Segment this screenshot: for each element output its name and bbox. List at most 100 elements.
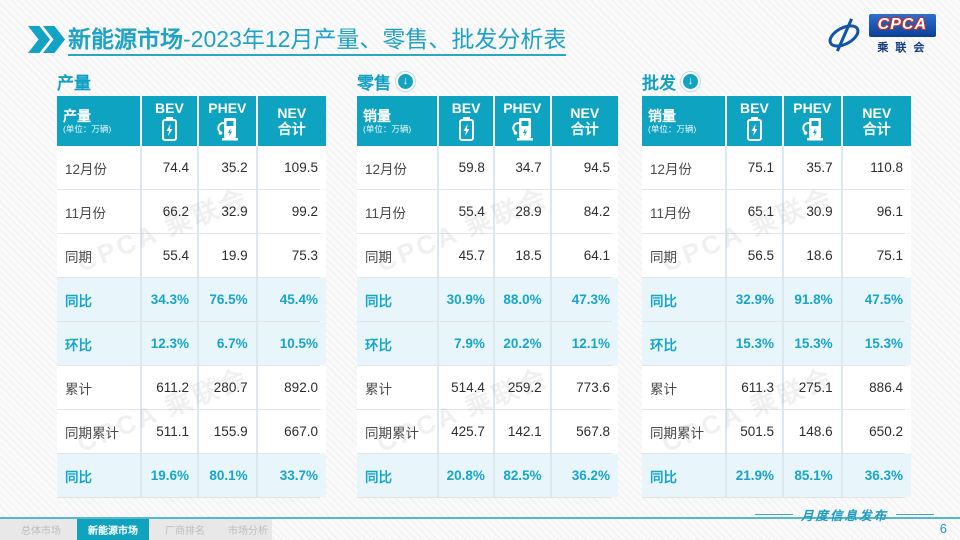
cell-value: 501.5 xyxy=(726,410,783,453)
phev-label: PHEV xyxy=(793,99,832,116)
table-row: 11月份 55.4 28.9 84.2 xyxy=(357,189,618,233)
cell-value: 15.3% xyxy=(726,322,783,365)
decorative-line xyxy=(754,514,793,515)
cpca-acronym: CPCA xyxy=(868,14,936,37)
table-row: 同期累计 501.5 148.6 650.2 xyxy=(642,409,911,453)
cell-value: 36.2% xyxy=(551,454,618,497)
table-row: 同比 20.8% 82.5% 36.2% xyxy=(357,453,618,497)
table-row: 同比 32.9% 91.8% 47.5% xyxy=(642,277,911,321)
cell-value: 892.0 xyxy=(257,366,326,409)
footer-tab-1[interactable]: 新能源市场 xyxy=(77,519,149,540)
cell-value: 611.3 xyxy=(726,366,783,409)
production-section-title: 产量 xyxy=(57,70,320,93)
chevron-right-icon xyxy=(43,26,65,53)
cell-value: 64.1 xyxy=(551,234,618,277)
corner-unit: (单位：万辆) xyxy=(648,123,697,134)
battery-icon xyxy=(746,116,762,141)
publish-label-row: 月度信息发布 xyxy=(754,505,934,524)
cell-value: 55.4 xyxy=(141,234,198,277)
phev-header-cell: PHEV xyxy=(784,96,841,146)
cell-value: 30.9 xyxy=(784,190,841,233)
row-label: 同期累计 xyxy=(357,410,438,453)
section-title-text: 产量 xyxy=(57,73,91,93)
cell-value: 21.9% xyxy=(726,454,783,497)
row-label: 同比 xyxy=(357,278,438,321)
nev-header-cell: NEV 合计 xyxy=(551,96,618,146)
retail-section-title: 零售 ↓ xyxy=(357,70,612,93)
table-row: 同比 19.6% 80.1% 33.7% xyxy=(57,453,326,497)
row-label: 同比 xyxy=(642,278,725,321)
table-row: 环比 12.3% 6.7% 10.5% xyxy=(57,321,326,365)
cell-value: 35.7 xyxy=(784,146,841,189)
cell-value: 425.7 xyxy=(439,410,493,453)
cell-value: 142.1 xyxy=(494,410,550,453)
row-label: 同比 xyxy=(357,454,438,497)
cell-value: 259.2 xyxy=(494,366,550,409)
row-label: 累计 xyxy=(57,366,140,409)
wholesale-table-section: 批发 ↓ 销量 (单位：万辆) BEV PHEV xyxy=(642,70,911,498)
cell-value: 514.4 xyxy=(439,366,493,409)
down-arrow-icon: ↓ xyxy=(396,71,415,91)
row-label: 11月份 xyxy=(357,190,438,233)
cell-value: 110.8 xyxy=(842,146,911,189)
table-row: 累计 611.3 275.1 886.4 xyxy=(642,365,911,409)
cell-value: 82.5% xyxy=(494,454,550,497)
cell-value: 12.3% xyxy=(141,322,198,365)
row-label: 累计 xyxy=(357,366,438,409)
cell-value: 773.6 xyxy=(551,366,618,409)
cell-value: 84.2 xyxy=(551,190,618,233)
cell-value: 6.7% xyxy=(199,322,256,365)
row-label: 12月份 xyxy=(57,146,140,189)
cell-value: 20.8% xyxy=(439,454,493,497)
table-header-row: 产量 (单位：万辆) BEV PHEV xyxy=(57,96,326,146)
table-row: 同比 21.9% 85.1% 36.3% xyxy=(642,453,911,497)
cell-value: 59.8 xyxy=(439,146,493,189)
table-row: 累计 611.2 280.7 892.0 xyxy=(57,365,326,409)
cell-value: 30.9% xyxy=(439,278,493,321)
cell-value: 65.1 xyxy=(726,190,783,233)
cell-value: 80.1% xyxy=(199,454,256,497)
nev-header-cell: NEV 合计 xyxy=(842,96,911,146)
row-label: 12月份 xyxy=(357,146,438,189)
row-label: 环比 xyxy=(642,322,725,365)
cell-value: 155.9 xyxy=(199,410,256,453)
double-chevron-icon xyxy=(28,26,65,53)
corner-header-cell: 产量 (单位：万辆) xyxy=(57,96,140,146)
cell-value: 12.1% xyxy=(551,322,618,365)
cell-value: 47.5% xyxy=(842,278,911,321)
cell-value: 10.5% xyxy=(257,322,326,365)
charging-station-icon xyxy=(802,117,824,140)
row-label: 同期 xyxy=(357,234,438,277)
cell-value: 75.3 xyxy=(257,234,326,277)
footer-tab-2[interactable]: 厂商排名 xyxy=(165,526,205,537)
cell-value: 88.0% xyxy=(494,278,550,321)
table-row: 12月份 74.4 35.2 109.5 xyxy=(57,146,326,189)
footer-tab-3[interactable]: 市场分析 xyxy=(228,526,268,537)
charging-station-icon xyxy=(512,117,534,140)
table-row: 11月份 66.2 32.9 99.2 xyxy=(57,189,326,233)
row-label: 同比 xyxy=(642,454,725,497)
cell-value: 28.9 xyxy=(494,190,550,233)
cell-value: 34.3% xyxy=(141,278,198,321)
cell-value: 20.2% xyxy=(494,322,550,365)
cpca-logo: CPCA 乘联会 xyxy=(823,14,936,55)
row-label: 11月份 xyxy=(642,190,725,233)
charging-station-icon xyxy=(217,117,239,140)
bev-label: BEV xyxy=(155,99,184,116)
decorative-line xyxy=(896,514,934,515)
cell-value: 75.1 xyxy=(842,234,911,277)
bev-label: BEV xyxy=(451,99,481,116)
row-label: 同期累计 xyxy=(57,410,140,453)
row-label: 同比 xyxy=(57,278,140,321)
cell-value: 18.6 xyxy=(784,234,841,277)
cell-value: 45.4% xyxy=(257,278,326,321)
cell-value: 280.7 xyxy=(199,366,256,409)
footer-tab-0[interactable]: 总体市场 xyxy=(21,526,61,537)
bev-header-cell: BEV xyxy=(141,96,198,146)
cell-value: 611.2 xyxy=(141,366,198,409)
nev-header-cell: NEV 合计 xyxy=(257,96,326,146)
cell-value: 15.3% xyxy=(784,322,841,365)
cell-value: 275.1 xyxy=(784,366,841,409)
cell-value: 85.1% xyxy=(784,454,841,497)
row-label: 累计 xyxy=(642,366,725,409)
